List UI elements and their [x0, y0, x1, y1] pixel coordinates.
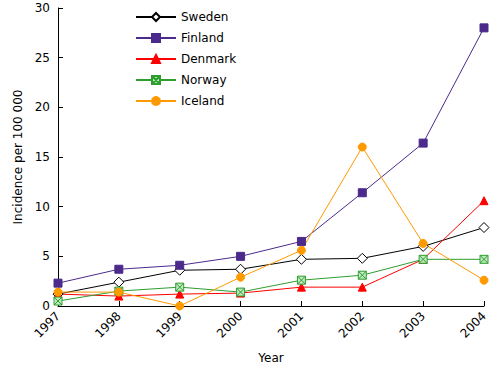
- svg-text:2001: 2001: [275, 309, 306, 340]
- svg-text:2003: 2003: [397, 309, 428, 340]
- svg-text:Norway: Norway: [181, 73, 227, 87]
- svg-text:10: 10: [35, 200, 50, 214]
- svg-text:5: 5: [42, 249, 50, 263]
- svg-text:1997: 1997: [31, 309, 62, 340]
- svg-text:30: 30: [35, 1, 50, 15]
- svg-text:20: 20: [35, 100, 50, 114]
- svg-text:2002: 2002: [336, 309, 367, 340]
- svg-text:Year: Year: [257, 351, 283, 365]
- svg-text:Sweden: Sweden: [181, 10, 228, 24]
- svg-text:1999: 1999: [153, 309, 184, 340]
- svg-text:Finland: Finland: [181, 31, 224, 45]
- svg-text:2004: 2004: [457, 309, 488, 340]
- svg-text:25: 25: [35, 51, 50, 65]
- svg-text:2000: 2000: [214, 309, 245, 340]
- svg-text:Incidence per 100 000: Incidence per 100 000: [11, 90, 25, 225]
- svg-text:0: 0: [42, 299, 50, 313]
- svg-text:Iceland: Iceland: [181, 94, 224, 108]
- svg-text:Denmark: Denmark: [181, 52, 236, 66]
- svg-text:1998: 1998: [92, 309, 123, 340]
- svg-text:15: 15: [35, 150, 50, 164]
